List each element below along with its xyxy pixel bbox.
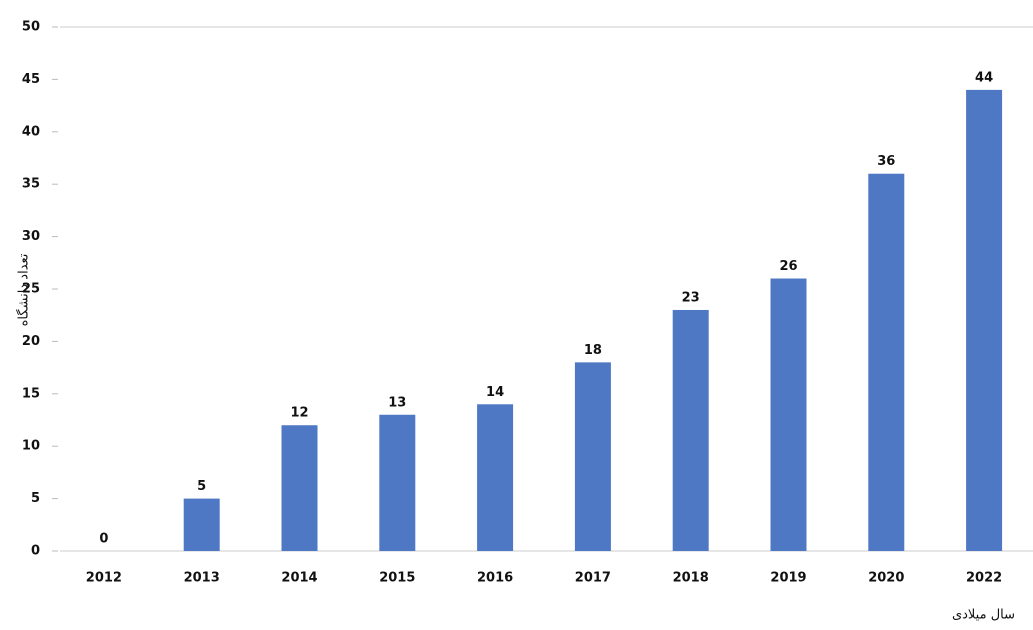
bar — [183, 498, 220, 551]
x-tick-label: 2022 — [966, 571, 1002, 586]
y-tick-label: 5 — [31, 491, 40, 506]
bar — [770, 278, 807, 551]
value-label: 26 — [779, 259, 797, 274]
y-tick-label: 45 — [22, 72, 40, 87]
x-tick-label: 2012 — [86, 571, 122, 586]
value-label: 44 — [975, 70, 993, 85]
y-tick-label: 50 — [22, 20, 40, 35]
x-tick-label: 2020 — [868, 571, 904, 586]
x-axis-title: سال میلادی — [952, 608, 1015, 623]
y-tick-label: 10 — [22, 439, 40, 454]
x-tick-label: 2017 — [575, 571, 611, 586]
x-tick-label: 2019 — [770, 571, 806, 586]
value-label: 0 — [99, 532, 108, 547]
x-tick-label: 2013 — [184, 571, 220, 586]
x-tick-label: 2015 — [379, 571, 415, 586]
y-axis-title: تعداد دانشگاه — [16, 253, 32, 326]
bar — [574, 362, 611, 551]
value-label: 36 — [877, 154, 895, 169]
value-label: 12 — [290, 406, 308, 421]
bar — [477, 404, 514, 551]
y-tick-label: 15 — [22, 386, 40, 401]
x-tick-label: 2016 — [477, 571, 513, 586]
bar — [868, 173, 905, 551]
x-tick-label: 2014 — [281, 571, 317, 586]
y-tick-label: 35 — [22, 177, 40, 192]
bar — [281, 425, 318, 551]
value-label: 5 — [197, 479, 206, 494]
y-tick-label: 20 — [22, 334, 40, 349]
y-tick-label: 30 — [22, 229, 40, 244]
x-tick-label: 2018 — [673, 571, 709, 586]
y-tick-label: 0 — [31, 544, 40, 559]
value-label: 18 — [584, 343, 602, 358]
y-tick-label: 25 — [22, 282, 40, 297]
y-tick-label: 40 — [22, 124, 40, 139]
value-label: 14 — [486, 385, 504, 400]
value-label: 13 — [388, 395, 406, 410]
value-label: 23 — [682, 290, 700, 305]
bar — [966, 89, 1003, 551]
bar — [672, 309, 709, 551]
bar — [379, 414, 416, 551]
